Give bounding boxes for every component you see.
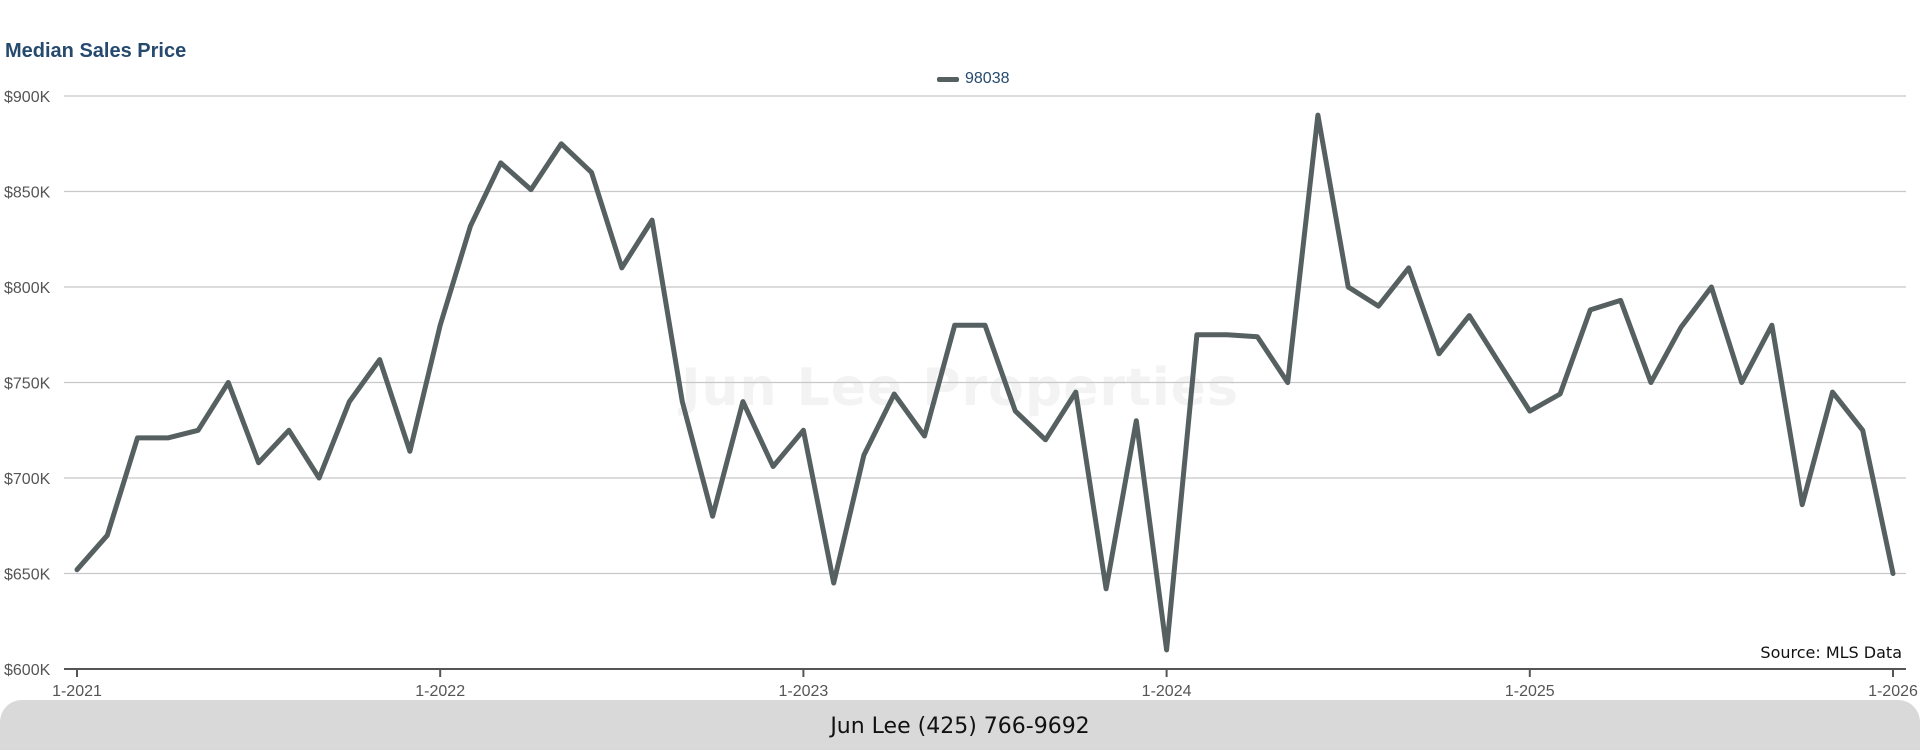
y-tick-label: $600K <box>4 662 51 679</box>
y-tick-label: $750K <box>4 376 51 393</box>
legend-label: 98038 <box>965 70 1010 87</box>
footer-bar: Jun Lee (425) 766-9692 <box>0 700 1920 750</box>
x-tick-label: 1-2021 <box>52 683 102 700</box>
legend-swatch <box>937 76 959 82</box>
legend: 98038 <box>937 70 1010 88</box>
y-tick-label: $800K <box>4 280 51 297</box>
x-tick-label: 1-2024 <box>1142 683 1192 700</box>
series-line-98038 <box>74 112 1896 653</box>
chart-title: Median Sales Price <box>5 40 187 62</box>
x-tick-label: 1-2025 <box>1505 683 1555 700</box>
x-tick-label: 1-2026 <box>1868 683 1918 700</box>
watermark: Jun Lee Properties <box>681 358 1239 418</box>
y-tick-label: $650K <box>4 567 51 584</box>
y-tick-label: $850K <box>4 185 51 202</box>
x-tick-label: 1-2022 <box>415 683 465 700</box>
line-chart: $600K $650K $700K $750K $800K $850K $900K 1-202… <box>4 89 1918 700</box>
y-tick-label: $700K <box>4 471 51 488</box>
y-tick-label: $900K <box>4 89 51 106</box>
x-tick-label: 1-2023 <box>778 683 828 700</box>
footer-contact: Jun Lee (425) 766-9692 <box>830 713 1090 739</box>
source-note: Source: MLS Data <box>1760 643 1902 662</box>
